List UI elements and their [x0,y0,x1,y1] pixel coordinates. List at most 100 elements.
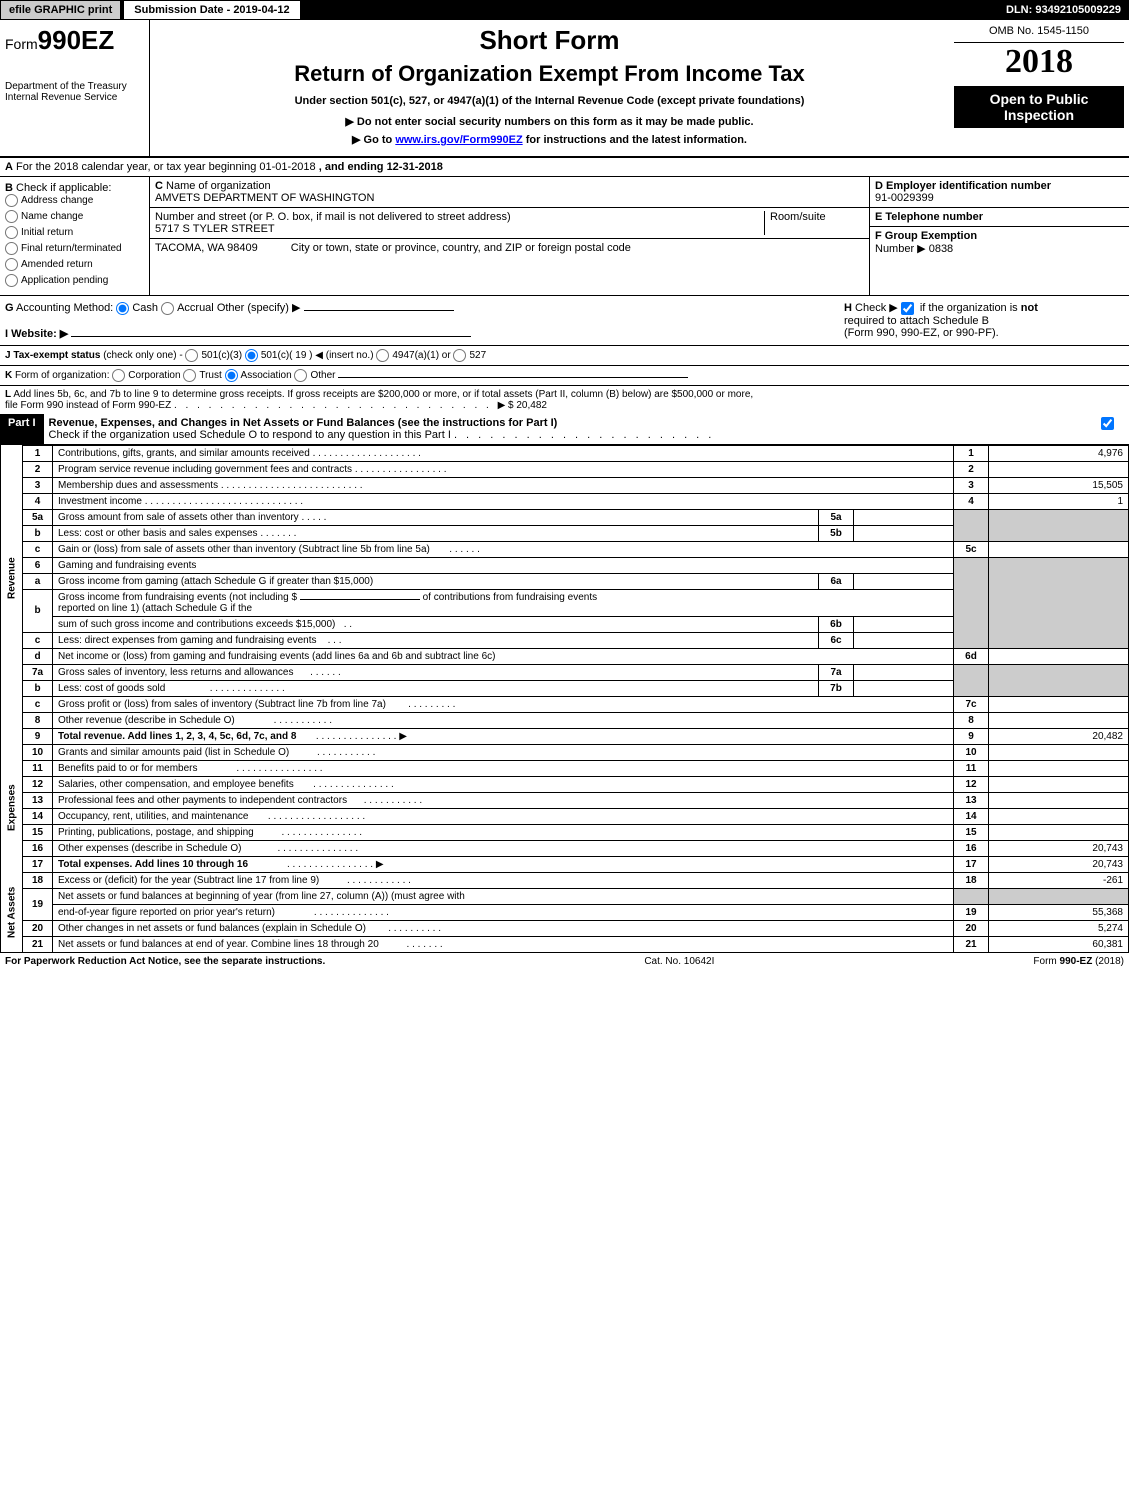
irs-link[interactable]: www.irs.gov/Form990EZ [395,134,522,146]
j-527-radio[interactable] [453,349,466,362]
section-e: E Telephone number [870,208,1129,227]
line-7a-num: 7a [23,664,53,680]
j-note: (check only one) - [103,350,182,361]
line-19b: end-of-year figure reported on prior yea… [1,904,1129,920]
org-name: AMVETS DEPARTMENT OF WASHINGTON [155,192,374,204]
j-opt3: 4947(a)(1) or [392,350,450,361]
g-other-input[interactable] [304,310,454,311]
h-text4: (Form 990, 990-EZ, or 990-PF). [844,327,999,339]
l-text1: Add lines 5b, 6c, and 7b to line 9 to de… [13,389,753,400]
check-final-return[interactable]: Final return/terminated [5,242,144,255]
j-501c3-radio[interactable] [185,349,198,362]
line-19-shadeval [989,888,1129,904]
line-10-desc: Grants and similar amounts paid (list in… [53,744,954,760]
street: 5717 S TYLER STREET [155,223,275,235]
check-amended-return[interactable]: Amended return [5,258,144,271]
line-10: Expenses 10 Grants and similar amounts p… [1,744,1129,760]
form-number-text: 990EZ [38,25,115,55]
section-a: A For the 2018 calendar year, or tax yea… [0,158,1129,177]
line-6-desc: Gaming and fundraising events [53,557,954,573]
revenue-label: Revenue [1,445,23,712]
line-7b-subnum: 7b [819,680,854,696]
line-5a: 5a Gross amount from sale of assets othe… [1,509,1129,525]
line-6c-subval [854,632,954,648]
line-5b-desc: Less: cost or other basis and sales expe… [53,525,819,541]
h-text1: Check ▶ [855,302,898,314]
line-5a-subval [854,509,954,525]
ein-label: D Employer identification number [875,180,1051,192]
efile-print-button[interactable]: efile GRAPHIC print [0,0,121,20]
g-accrual-radio[interactable] [161,302,174,315]
h-text3: required to attach Schedule B [844,315,989,327]
k-other-radio[interactable] [294,369,307,382]
line-18-val: -261 [989,872,1129,888]
section-b-title: Check if applicable: [16,182,111,194]
j-opt2: 501(c)( 19 ) [261,350,313,361]
part-i-checkbox[interactable] [1101,417,1114,430]
check-address-change[interactable]: Address change [5,194,144,207]
room-label: Room/suite [770,211,826,223]
group-exempt-label: F Group Exemption [875,230,977,242]
line-5c: c Gain or (loss) from sale of assets oth… [1,541,1129,557]
k-assoc-radio[interactable] [225,369,238,382]
line-17-num: 17 [23,856,53,872]
short-form-title: Short Form [160,25,939,56]
h-not: not [1021,302,1038,314]
line-1-desc: Contributions, gifts, grants, and simila… [53,445,954,461]
line-7a-desc: Gross sales of inventory, less returns a… [53,664,819,680]
section-f: F Group Exemption Number ▶ 0838 [870,227,1129,258]
line-19-num: 19 [23,888,53,920]
line-2-numcol: 2 [954,461,989,477]
ein-value: 91-0029399 [875,192,934,204]
part-i-dots: . . . . . . . . . . . . . . . . . . . . … [454,429,714,441]
k-text: Form of organization: [15,370,110,381]
line-18-numcol: 18 [954,872,989,888]
line-6d: d Net income or (loss) from gaming and f… [1,648,1129,664]
line-6b-input[interactable] [300,599,420,600]
expenses-label: Expenses [1,744,23,872]
line-11-val [989,760,1129,776]
j-opt1: 501(c)(3) [201,350,242,361]
k-corp-radio[interactable] [112,369,125,382]
k-other-input[interactable] [338,377,688,378]
ssn-note: ▶ Do not enter social security numbers o… [160,115,939,128]
line-20: 20 Other changes in net assets or fund b… [1,920,1129,936]
line-6b-subnum: 6b [819,616,854,632]
line-9-desc: Total revenue. Add lines 1, 2, 3, 4, 5c,… [53,728,954,744]
line-5c-numcol: 5c [954,541,989,557]
opt-address: Address change [21,195,93,206]
line-5c-desc: Gain or (loss) from sale of assets other… [53,541,954,557]
line-15-num: 15 [23,824,53,840]
open-public-line1: Open to Public [959,91,1119,107]
g-cash-radio[interactable] [116,302,129,315]
website-input[interactable] [71,336,471,337]
k-trust-radio[interactable] [183,369,196,382]
opt-initial: Initial return [21,227,73,238]
j-501c-radio[interactable] [245,349,258,362]
j-4947-radio[interactable] [376,349,389,362]
line-1-num: 1 [23,445,53,461]
line-6b-subval [854,616,954,632]
check-app-pending[interactable]: Application pending [5,274,144,287]
line-7c-val [989,696,1129,712]
line-2-num: 2 [23,461,53,477]
line-11-numcol: 11 [954,760,989,776]
line-6c-subnum: 6c [819,632,854,648]
check-name-change[interactable]: Name change [5,210,144,223]
phone-label: E Telephone number [875,211,983,223]
line-6a-desc: Gross income from gaming (attach Schedul… [53,573,819,589]
header-center: Short Form Return of Organization Exempt… [150,20,949,156]
line-1: Revenue 1 Contributions, gifts, grants, … [1,445,1129,461]
line-7a: 7a Gross sales of inventory, less return… [1,664,1129,680]
line-15-desc: Printing, publications, postage, and shi… [53,824,954,840]
h-checkbox[interactable] [901,302,914,315]
line-6c-num: c [23,632,53,648]
line-2: 2 Program service revenue including gove… [1,461,1129,477]
line-18-num: 18 [23,872,53,888]
check-initial-return[interactable]: Initial return [5,226,144,239]
line-8-numcol: 8 [954,712,989,728]
line-5b-subval [854,525,954,541]
line-4: 4 Investment income . . . . . . . . . . … [1,493,1129,509]
part-i-title: Revenue, Expenses, and Changes in Net As… [49,417,558,429]
line-13-num: 13 [23,792,53,808]
